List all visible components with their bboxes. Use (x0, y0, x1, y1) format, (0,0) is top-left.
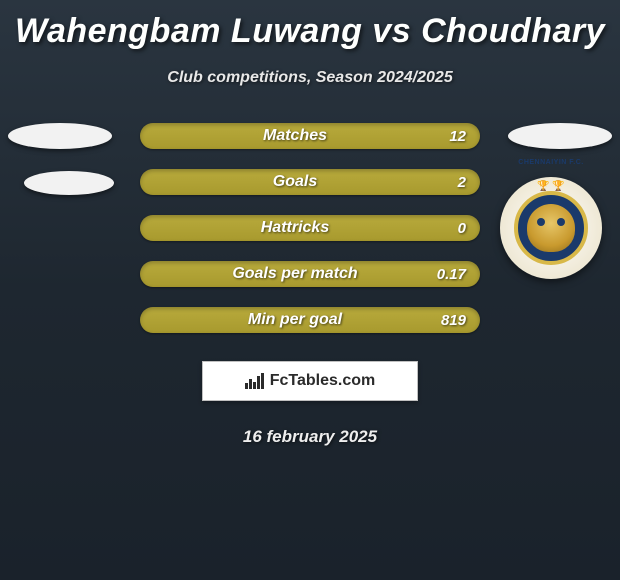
stat-row-hattricks: Hattricks 0 (0, 215, 620, 241)
stat-bar: Goals per match 0.17 (140, 261, 480, 287)
footer-brand-box: FcTables.com (202, 361, 418, 401)
stat-value: 0 (436, 220, 466, 237)
stat-label: Matches (154, 127, 436, 145)
stat-value: 819 (436, 312, 466, 329)
stat-row-goals: Goals 2 (0, 169, 620, 195)
stat-value: 12 (436, 128, 466, 145)
date-text: 16 february 2025 (0, 427, 620, 447)
stat-bar: Hattricks 0 (140, 215, 480, 241)
stats-container: 🏆 🏆 CHENNAIYIN F.C. Matches 12 Goals 2 H… (0, 123, 620, 333)
subtitle: Club competitions, Season 2024/2025 (0, 69, 620, 87)
footer-brand-text: FcTables.com (270, 372, 376, 390)
stat-label: Min per goal (154, 311, 436, 329)
stat-bar: Min per goal 819 (140, 307, 480, 333)
stat-value: 0.17 (436, 266, 466, 283)
stat-label: Goals per match (154, 265, 436, 283)
stat-label: Goals (154, 173, 436, 191)
bar-chart-icon (245, 373, 264, 389)
stat-label: Hattricks (154, 219, 436, 237)
stat-bar: Goals 2 (140, 169, 480, 195)
stat-row-matches: Matches 12 (0, 123, 620, 149)
stat-value: 2 (436, 174, 466, 191)
stat-row-mpg: Min per goal 819 (0, 307, 620, 333)
stat-bar: Matches 12 (140, 123, 480, 149)
club-badge-text: CHENNAIYIN F.C. (518, 159, 583, 166)
stat-row-gpm: Goals per match 0.17 (0, 261, 620, 287)
page-title: Wahengbam Luwang vs Choudhary (0, 0, 620, 51)
